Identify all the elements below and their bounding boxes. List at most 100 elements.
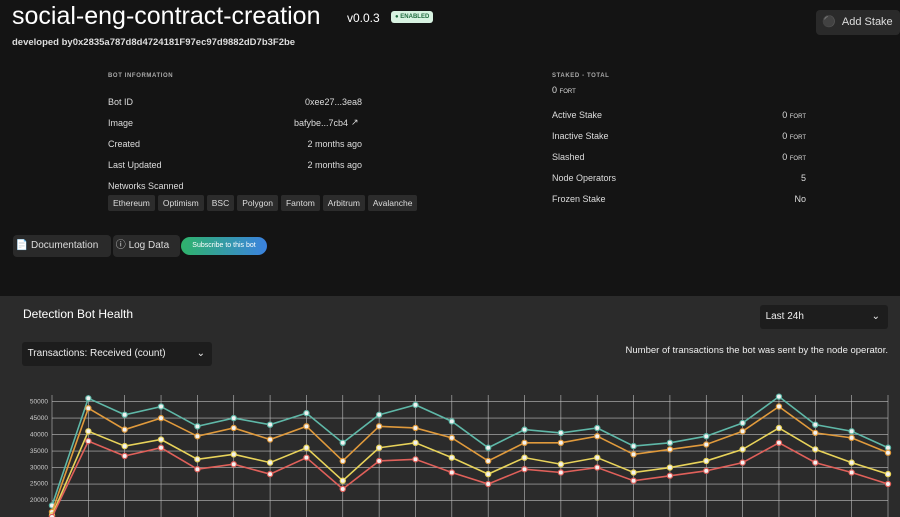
point	[630, 469, 637, 476]
point	[157, 414, 165, 422]
info-value: 0xee27...3ea8	[304, 97, 362, 107]
point	[630, 477, 637, 484]
info-label: Bot ID	[108, 97, 134, 107]
add-stake-label: Add Stake	[841, 16, 893, 28]
series-line	[51, 405, 889, 513]
point	[594, 424, 601, 432]
stake-label: Active Stake	[552, 110, 603, 120]
point	[194, 465, 201, 473]
point	[339, 457, 346, 465]
point	[448, 469, 456, 476]
stake-label: Inactive Stake	[552, 131, 609, 141]
point	[339, 485, 346, 493]
point	[121, 411, 128, 418]
point	[375, 457, 383, 465]
range-dropdown[interactable]: Last 24h ⌄	[760, 305, 888, 329]
point	[194, 423, 201, 430]
chart: 20000 25000 30000 35000 40000 45000 50000	[30, 393, 892, 517]
add-stake-button[interactable]: ⚫ Add Stake	[816, 10, 900, 35]
y-tick-label: 30000	[30, 464, 48, 471]
point	[85, 437, 92, 445]
health-panel	[0, 296, 900, 517]
range: Last 24h	[765, 311, 804, 322]
point	[775, 424, 783, 432]
point	[666, 446, 674, 453]
point	[303, 409, 310, 417]
point	[375, 444, 383, 451]
point	[484, 470, 492, 478]
point	[412, 439, 419, 447]
network-chip: Polygon	[237, 195, 278, 211]
info-value: 2 months ago	[307, 160, 362, 170]
series-line	[51, 427, 889, 516]
point	[121, 426, 128, 433]
point	[230, 424, 237, 432]
point	[812, 429, 819, 437]
point	[194, 456, 201, 463]
point	[666, 439, 674, 447]
point	[448, 418, 456, 425]
y-tick-label: 20000	[30, 497, 48, 504]
point	[884, 470, 892, 478]
stake-value: 0 FORT	[782, 131, 806, 141]
point	[521, 465, 528, 473]
point	[739, 428, 746, 435]
point	[303, 423, 310, 430]
point	[85, 395, 92, 402]
point	[194, 433, 201, 440]
point	[884, 480, 892, 488]
point	[703, 467, 710, 475]
point	[375, 411, 383, 418]
stake-unit: FORT	[789, 156, 806, 162]
network-chip: Fantom	[280, 195, 320, 211]
point	[412, 424, 419, 432]
info-label: Created	[108, 139, 141, 149]
network-chip: BSC	[206, 195, 235, 211]
series-line	[51, 440, 889, 517]
point	[775, 403, 783, 410]
point	[484, 457, 492, 465]
point	[484, 444, 492, 451]
external-link-icon: ↗	[351, 117, 359, 127]
y-tick-label: 50000	[30, 398, 48, 405]
subscribe-button[interactable]: Subscribe to this bot	[181, 237, 267, 255]
total: 0	[552, 85, 558, 95]
point	[230, 451, 237, 458]
point	[594, 464, 601, 471]
point	[412, 456, 419, 463]
stake-unit: FORT	[789, 135, 806, 141]
point	[266, 421, 274, 428]
networks: Ethereum Optimism BSC Polygon Fantom Arbitrum…	[108, 193, 420, 211]
documentation-button[interactable]: 📄 Documentation	[13, 235, 111, 257]
point	[630, 451, 637, 458]
point	[848, 434, 855, 442]
log-data-button[interactable]: ⓘ Log Data	[113, 235, 180, 257]
point	[848, 469, 855, 476]
point	[412, 401, 419, 409]
metric-description: Number of transactions the bot was sent …	[625, 345, 888, 356]
series-line	[51, 395, 889, 506]
bot-info-heading: BOT INFORMATION	[108, 73, 174, 79]
point	[884, 449, 892, 456]
stake-label: Slashed	[552, 152, 585, 162]
version: v0.0.3	[347, 11, 380, 25]
stake-number: 0	[782, 131, 788, 141]
point	[812, 459, 819, 466]
point	[303, 444, 310, 451]
point	[775, 439, 783, 447]
point	[521, 454, 528, 461]
point	[448, 454, 456, 461]
point	[666, 464, 674, 471]
network-chip: Avalanche	[367, 195, 418, 211]
point	[594, 433, 601, 440]
point	[85, 404, 92, 412]
stake-value: 0 FORT	[782, 110, 806, 120]
point	[812, 421, 819, 428]
point	[666, 472, 674, 479]
stake-label: Node Operators	[552, 173, 617, 183]
point	[521, 439, 528, 447]
point	[484, 480, 492, 488]
stake-label: Frozen Stake	[552, 194, 606, 204]
point	[812, 446, 819, 453]
metric-dropdown[interactable]: Transactions: Received (count) ⌄	[22, 342, 212, 366]
